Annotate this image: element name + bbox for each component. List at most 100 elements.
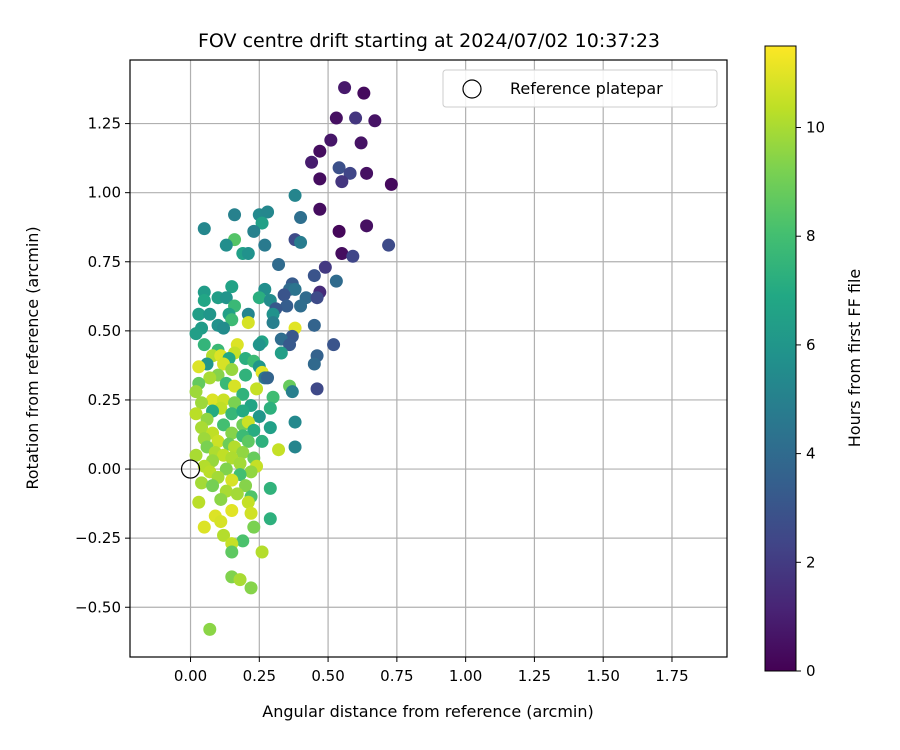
data-point	[189, 407, 203, 421]
data-point	[360, 219, 374, 233]
data-point	[197, 293, 211, 307]
data-point	[272, 258, 286, 272]
x-axis-ticks: 0.00 0.25 0.50 0.75 1.00 1.25 1.50 1.75	[174, 657, 689, 685]
data-point	[241, 434, 255, 448]
colorbar-tick-label: 6	[806, 336, 816, 354]
data-point	[236, 387, 250, 401]
data-point	[241, 246, 255, 260]
data-point	[294, 235, 308, 249]
data-point	[272, 443, 286, 457]
data-point	[288, 188, 302, 202]
data-point	[244, 506, 258, 520]
colorbar-tick-label: 10	[806, 119, 825, 137]
data-point	[307, 357, 321, 371]
data-point	[195, 421, 209, 435]
data-point	[357, 86, 371, 100]
data-point	[197, 338, 211, 352]
data-point	[195, 476, 209, 490]
colorbar-tick-label: 4	[806, 445, 816, 463]
reference-platepar-marker	[180, 459, 201, 479]
data-point	[288, 440, 302, 454]
data-point	[285, 385, 299, 399]
data-point	[324, 133, 338, 147]
data-point	[255, 216, 269, 230]
data-point	[203, 371, 217, 385]
data-point	[214, 515, 228, 529]
data-point	[368, 114, 382, 128]
data-point	[233, 457, 247, 471]
data-point	[203, 307, 217, 321]
data-point	[294, 211, 308, 225]
y-tick-label: −0.25	[75, 529, 121, 547]
data-point	[197, 520, 211, 534]
plot-frame	[129, 59, 728, 658]
data-point	[225, 363, 239, 377]
x-tick-label: 0.75	[380, 667, 413, 685]
data-point	[206, 479, 220, 493]
data-point	[288, 415, 302, 429]
data-point	[195, 396, 209, 410]
data-point	[233, 573, 247, 587]
data-point	[288, 282, 302, 296]
data-point	[225, 280, 239, 294]
data-point	[244, 465, 258, 479]
data-point	[197, 222, 211, 236]
y-tick-label: 0.50	[88, 322, 121, 340]
data-point	[332, 224, 346, 238]
data-point	[236, 404, 250, 418]
data-point	[230, 487, 244, 501]
data-point	[228, 379, 242, 393]
data-point	[354, 136, 368, 150]
x-tick-label: 0.00	[174, 667, 207, 685]
data-point	[263, 421, 277, 435]
data-point	[214, 492, 228, 506]
legend-label-reference: Reference platepar	[510, 79, 663, 98]
y-tick-label: 0.75	[88, 253, 121, 271]
data-point	[329, 274, 343, 288]
data-point	[346, 249, 360, 263]
legend-marker-reference	[462, 79, 482, 99]
data-point	[192, 360, 206, 374]
data-point	[313, 172, 327, 186]
data-point	[225, 407, 239, 421]
data-point	[261, 371, 275, 385]
data-point	[217, 528, 231, 542]
y-tick-label: 1.00	[88, 184, 121, 202]
data-point	[189, 448, 203, 462]
data-point	[266, 390, 280, 404]
colorbar-tick-label: 8	[806, 227, 816, 245]
data-point	[329, 111, 343, 125]
data-point	[225, 504, 239, 518]
data-point	[225, 313, 239, 327]
data-point	[219, 238, 233, 252]
data-point	[307, 318, 321, 332]
data-point	[252, 410, 266, 424]
data-point	[294, 299, 308, 313]
chart-title: FOV centre drift starting at 2024/07/02 …	[198, 30, 660, 52]
data-point	[225, 473, 239, 487]
colorbar-label: Hours from first FF file	[845, 269, 864, 448]
data-point	[335, 175, 349, 189]
data-point	[239, 368, 253, 382]
data-point	[318, 260, 332, 274]
x-tick-label: 1.00	[449, 667, 482, 685]
legend-box	[442, 69, 718, 108]
data-point	[247, 423, 261, 437]
data-point	[219, 462, 233, 476]
data-point	[236, 534, 250, 548]
data-point	[228, 396, 242, 410]
data-point	[244, 581, 258, 595]
data-point	[305, 155, 319, 169]
data-point	[203, 622, 217, 636]
data-point	[217, 321, 231, 335]
data-point	[192, 495, 206, 509]
data-point	[310, 291, 324, 305]
y-tick-label: 0.25	[88, 391, 121, 409]
data-point	[283, 338, 297, 352]
data-point	[250, 382, 264, 396]
colorbar-tick-label: 0	[806, 662, 816, 680]
data-point	[349, 111, 363, 125]
data-point	[252, 291, 266, 305]
data-point	[261, 205, 275, 219]
data-point	[236, 445, 250, 459]
